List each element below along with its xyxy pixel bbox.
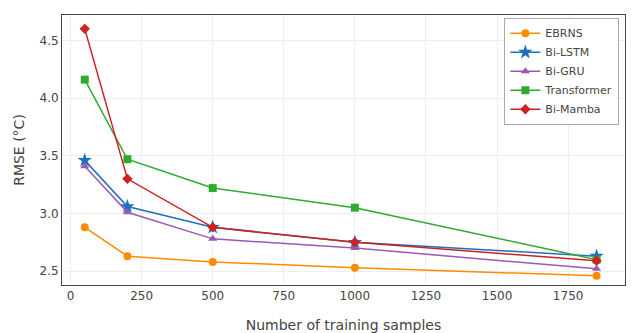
svg-text:Bi-GRU: Bi-GRU: [545, 65, 584, 78]
svg-text:Bi-LSTM: Bi-LSTM: [545, 46, 589, 59]
svg-text:Transformer: Transformer: [544, 84, 611, 97]
svg-text:Bi-Mamba: Bi-Mamba: [545, 103, 600, 116]
svg-text:2.5: 2.5: [40, 264, 59, 278]
svg-text:750: 750: [272, 289, 295, 303]
svg-text:1000: 1000: [340, 289, 371, 303]
svg-text:4.0: 4.0: [40, 91, 59, 105]
svg-text:1250: 1250: [411, 289, 442, 303]
svg-text:EBRNS: EBRNS: [545, 27, 582, 40]
svg-text:0: 0: [67, 289, 75, 303]
svg-text:4.5: 4.5: [40, 34, 59, 48]
svg-text:3.0: 3.0: [40, 207, 59, 221]
svg-text:3.5: 3.5: [40, 149, 59, 163]
svg-text:1750: 1750: [553, 289, 584, 303]
svg-text:250: 250: [130, 289, 153, 303]
svg-text:RMSE (°C): RMSE (°C): [11, 114, 27, 186]
svg-text:1500: 1500: [482, 289, 513, 303]
svg-text:500: 500: [201, 289, 224, 303]
svg-text:Number of training samples: Number of training samples: [246, 317, 442, 333]
